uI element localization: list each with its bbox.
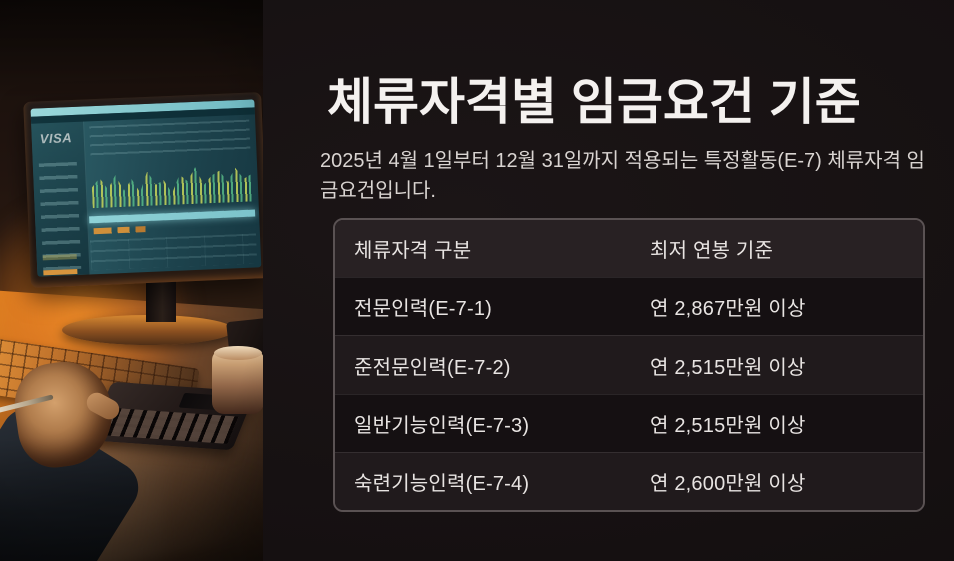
photo-vignette [0, 0, 263, 561]
cell-salary: 연 2,515만원 이상 [650, 356, 806, 379]
desk-photo: VISA [0, 0, 263, 561]
table-row: 전문인력(E-7-1) 연 2,867만원 이상 [335, 277, 923, 336]
cell-salary: 연 2,515만원 이상 [650, 414, 806, 437]
table-row: 일반기능인력(E-7-3) 연 2,515만원 이상 [335, 393, 923, 452]
table-row: 준전문인력(E-7-2) 연 2,515만원 이상 [335, 335, 923, 394]
content-panel: 체류자격별 임금요건 기준 2025년 4월 1일부터 12월 31일까지 적용… [263, 0, 954, 561]
table-row: 숙련기능인력(E-7-4) 연 2,600만원 이상 [335, 451, 923, 510]
column-header-salary: 최저 연봉 기준 [650, 240, 774, 263]
cell-category: 숙련기능인력(E-7-4) [354, 472, 530, 495]
cell-category: 일반기능인력(E-7-3) [354, 414, 530, 437]
table-header-row: 체류자격 구분 최저 연봉 기준 [335, 220, 923, 278]
cell-salary: 연 2,600만원 이상 [650, 472, 806, 495]
cell-category: 전문인력(E-7-1) [354, 298, 493, 321]
page-description: 2025년 4월 1일부터 12월 31일까지 적용되는 특정활동(E-7) 체… [320, 150, 925, 202]
page-title: 체류자격별 임금요건 기준 [327, 73, 861, 130]
wage-requirement-table: 체류자격 구분 최저 연봉 기준 전문인력(E-7-1) 연 2,867만원 이… [333, 218, 925, 512]
column-header-category: 체류자격 구분 [354, 240, 472, 263]
cell-category: 준전문인력(E-7-2) [354, 356, 511, 379]
cell-salary: 연 2,867만원 이상 [650, 298, 806, 321]
